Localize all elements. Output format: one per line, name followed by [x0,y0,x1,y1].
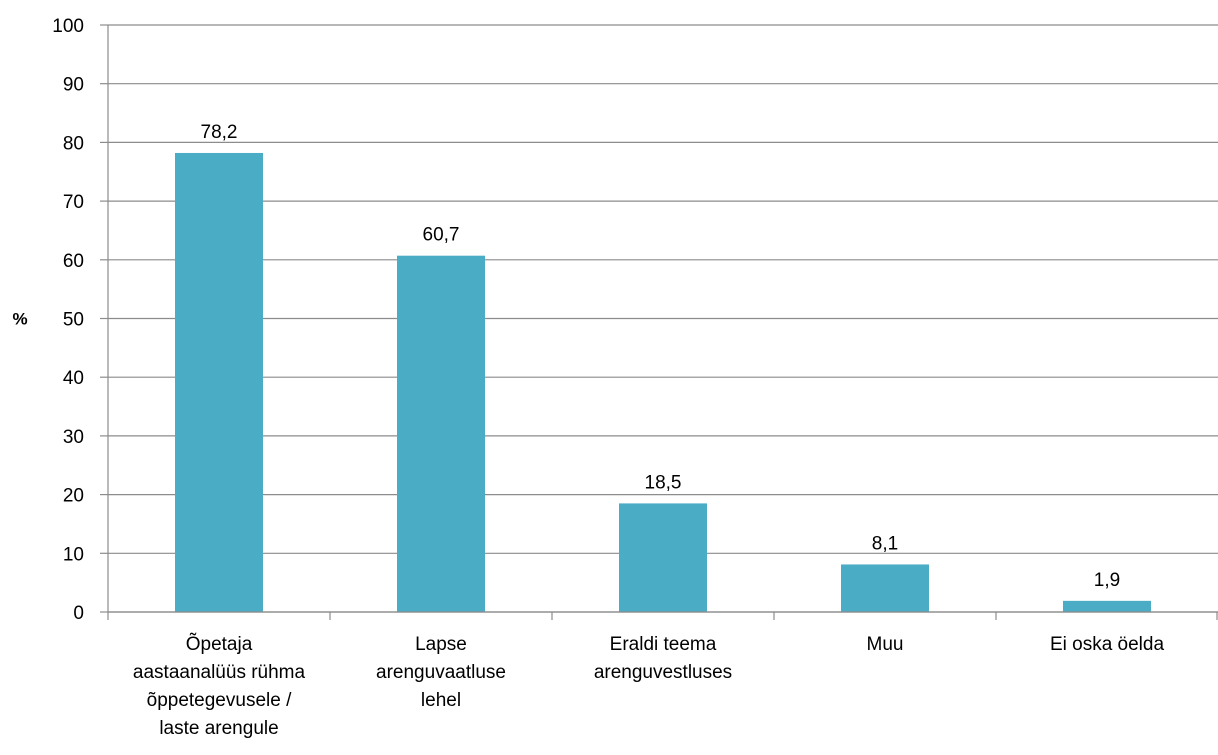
bar [1063,600,1151,612]
category-label: Õpetaja aastaanalüüs rühma õppetegevusele … [133,633,306,739]
bar [175,152,263,612]
category-label-line: laste arengule [159,718,278,739]
category-label-line: õppetegevusele / [147,690,292,711]
category-label-line: Muu [867,634,904,655]
data-label: 78,2 [201,122,238,143]
data-label: 1,9 [1094,570,1120,591]
gridlines [108,24,1218,613]
x-axis-labels: Õpetaja aastaanalüüs rühma õppetegevusele … [133,633,1165,739]
y-tick-label: 20 [63,486,84,507]
y-tick-label: 60 [63,251,84,272]
y-tick-label: 100 [52,16,84,37]
y-axis-ticks: 0 10 20 30 40 50 60 70 80 90 100 [52,16,108,624]
data-label: 8,1 [872,533,898,554]
y-tick-label: 40 [63,368,84,389]
data-label: 18,5 [645,472,682,493]
category-label-line: Eraldi teema [610,634,717,655]
bar [619,503,707,612]
category-label-line: Õpetaja [186,633,253,655]
y-tick-label: 90 [63,75,84,96]
category-label-line: aastaanalüüs rühma [133,662,306,683]
category-label-line: Ei oska öelda [1050,634,1165,655]
y-tick-label: 50 [63,310,84,331]
y-tick-label: 30 [63,427,84,448]
category-label-line: Lapse [415,634,467,655]
category-label: Ei oska öelda [1050,634,1165,655]
category-label: Muu [867,634,904,655]
axes [107,25,1218,620]
y-tick-label: 80 [63,133,84,154]
category-label-line: arenguvaatluse [376,662,506,683]
bar [397,255,485,613]
bar [841,564,929,612]
category-label: Eraldi teema arenguvestluses [594,634,732,683]
data-label: 60,7 [423,225,460,246]
y-tick-label: 10 [63,544,84,565]
y-tick-label: 0 [73,603,84,624]
y-axis-label: % [12,310,27,329]
category-label: Lapse arenguvaatluse lehel [376,634,506,711]
bars: 78,2 60,7 18,5 8,1 1,9 [175,122,1151,613]
category-label-line: lehel [421,690,461,711]
y-tick-label: 70 [63,192,84,213]
category-label-line: arenguvestluses [594,662,732,683]
